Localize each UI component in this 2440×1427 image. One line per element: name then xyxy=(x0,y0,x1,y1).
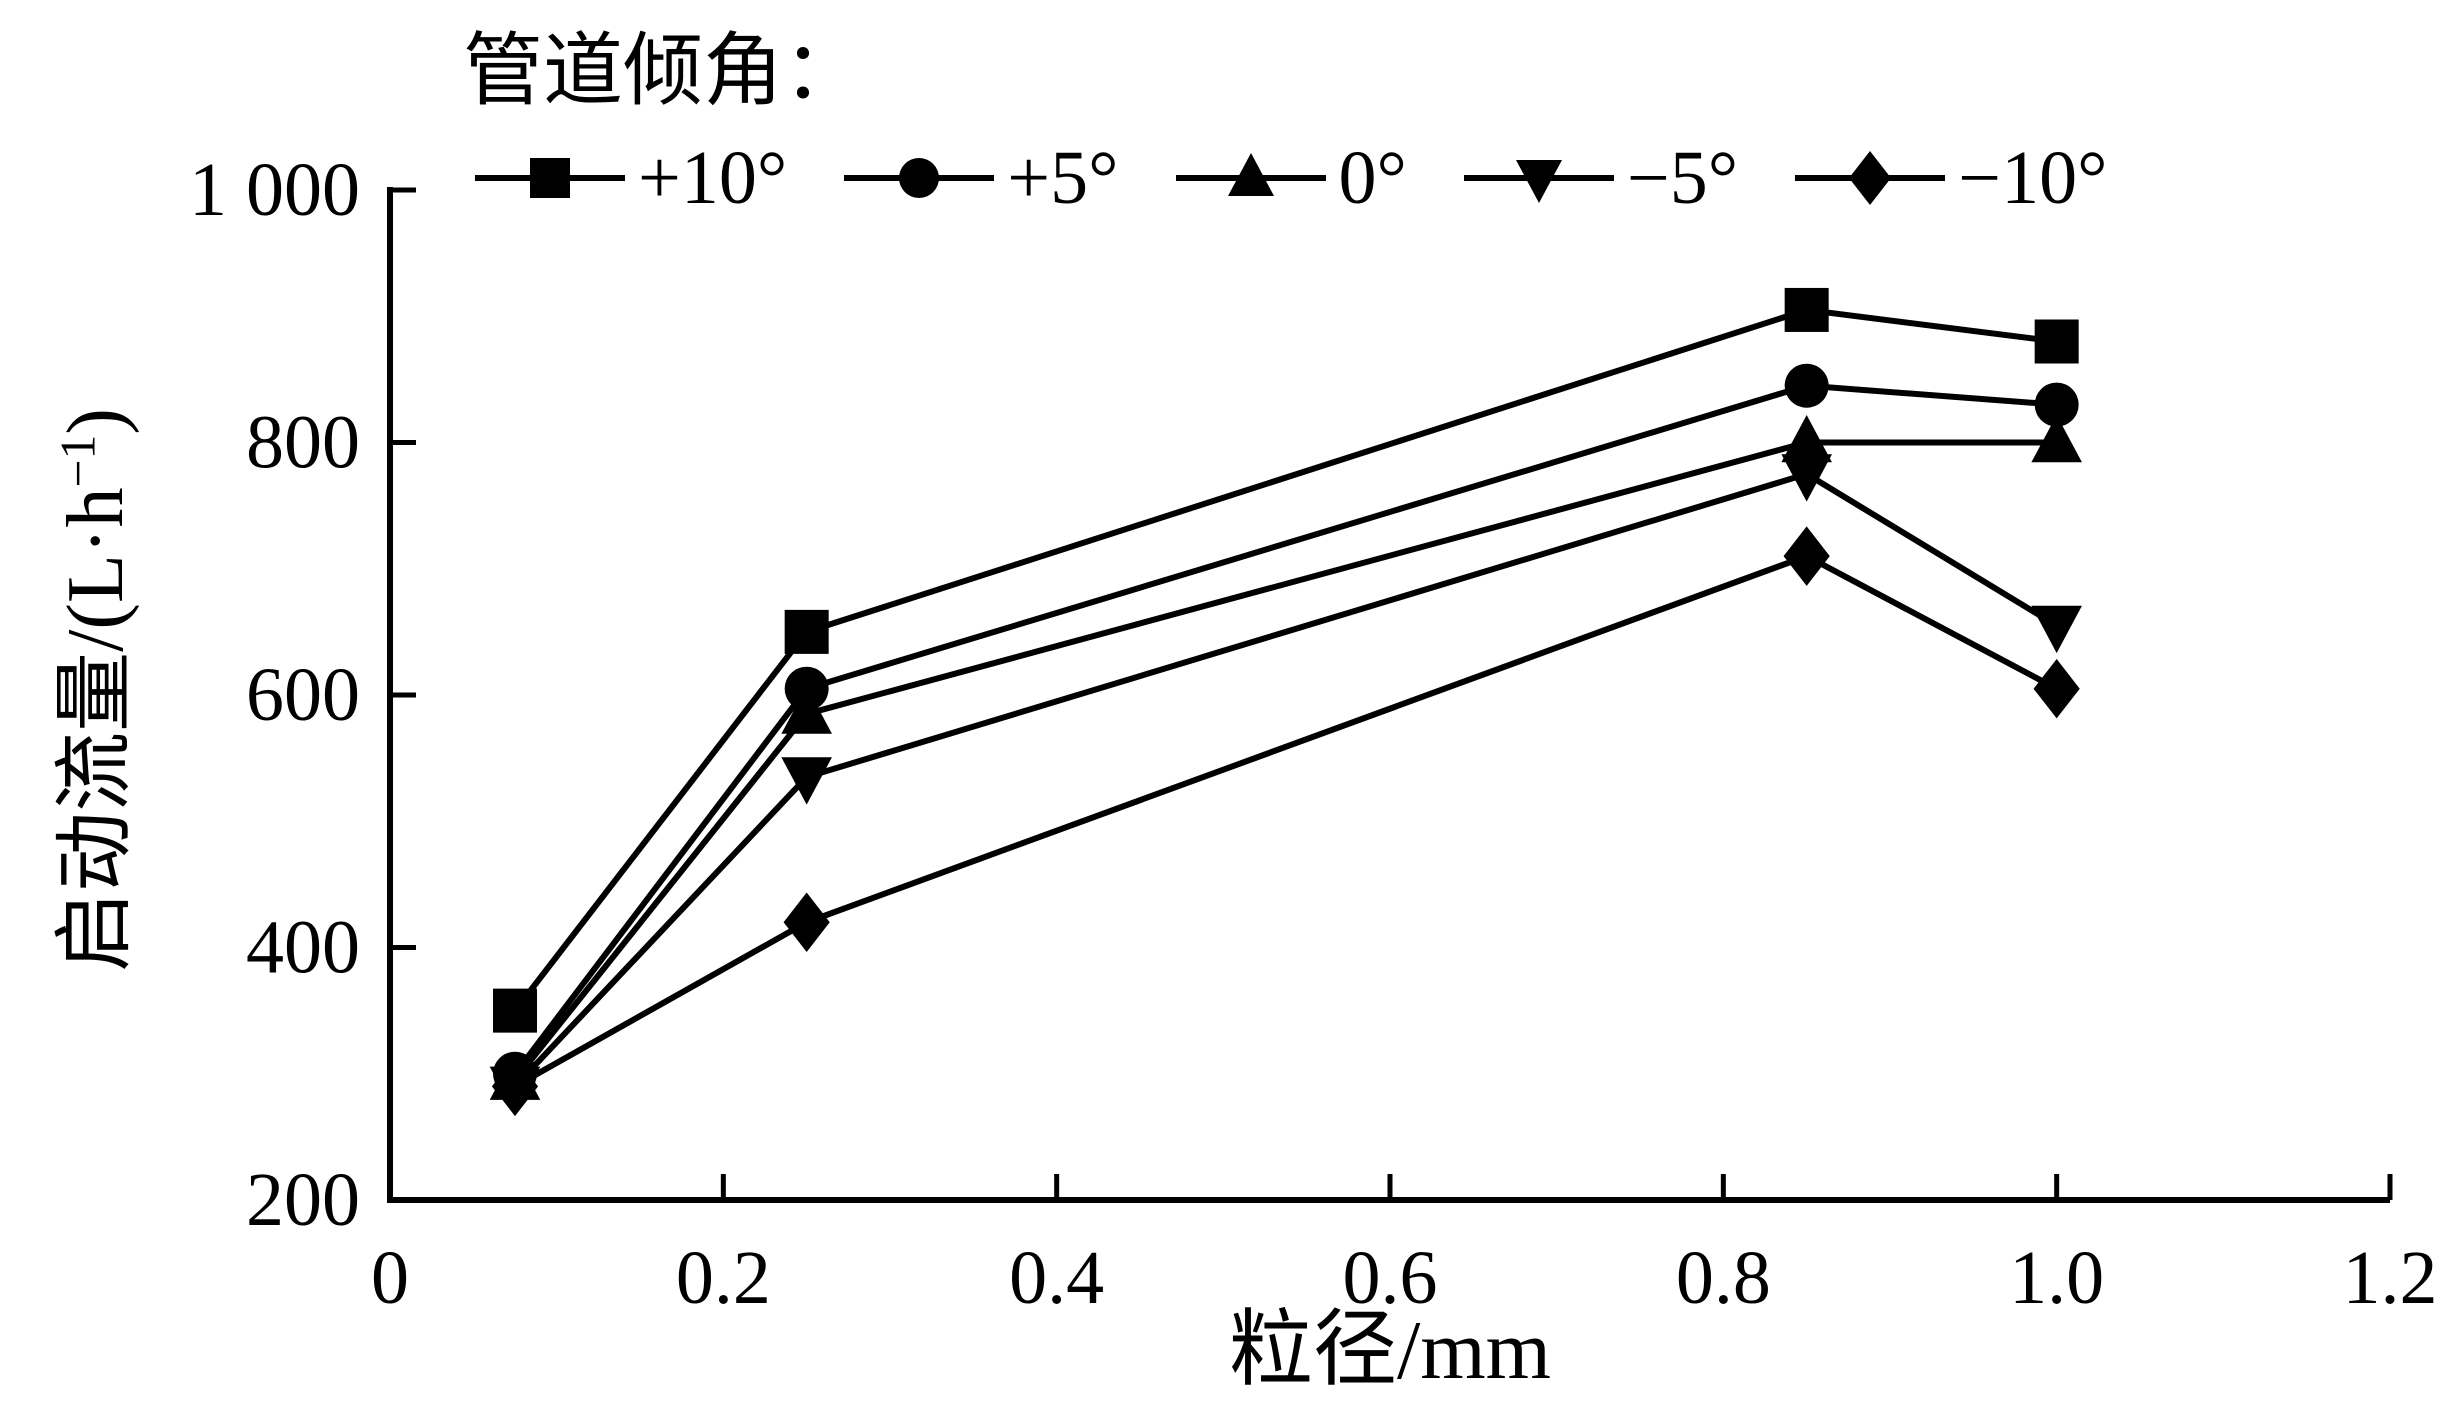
y-axis-label-close: ) xyxy=(52,408,140,435)
marker-diamond-icon xyxy=(783,892,830,952)
x-tick-label: 0.6 xyxy=(1343,1236,1438,1320)
x-tick-label: 1.2 xyxy=(2343,1236,2438,1320)
marker-triangle-down-icon xyxy=(781,757,832,805)
marker-square-icon xyxy=(530,158,570,198)
marker-square-icon xyxy=(493,988,537,1033)
y-tick-label: 400 xyxy=(246,906,360,990)
series-line-triangle-up xyxy=(512,439,2057,1082)
legend-item: −10° xyxy=(1790,136,2108,220)
legend-item: +5° xyxy=(839,136,1119,220)
marker-circle-icon xyxy=(2034,382,2079,427)
y-axis-label-superscript: −1 xyxy=(50,434,106,488)
legend-triangle-up-icon xyxy=(1175,153,1326,196)
marker-diamond-icon xyxy=(2033,658,2080,719)
marker-triangle-down-icon xyxy=(2031,605,2082,654)
legend-label: +10° xyxy=(638,136,788,220)
y-axis-label-base: 启动流量/(L·h xyxy=(52,487,140,972)
legend-label: +5° xyxy=(1007,136,1119,220)
marker-diamond-icon xyxy=(491,1056,539,1117)
y-axis-label: 启动流量/(L·h−1) xyxy=(30,408,146,972)
y-tick-label: 600 xyxy=(246,653,360,737)
series-line-triangle-down xyxy=(512,470,2059,1089)
marker-triangle-up-icon xyxy=(781,686,832,734)
marker-triangle-up-icon xyxy=(1227,153,1274,196)
legend-item: −5° xyxy=(1459,136,1739,220)
marker-circle-icon xyxy=(899,158,940,198)
legend-diamond-icon xyxy=(1795,151,1946,205)
x-axis-label: 粒径/mm xyxy=(1228,1304,1552,1397)
legend-label: 0° xyxy=(1338,136,1407,220)
marker-square-icon xyxy=(2034,319,2079,364)
marker-square-icon xyxy=(1784,287,1829,332)
series-line-circle xyxy=(512,382,2057,1076)
x-tick-label: 1.0 xyxy=(2009,1236,2104,1320)
marker-triangle-down-icon xyxy=(1781,454,1832,502)
series-line-diamond xyxy=(513,552,2059,1089)
legend-circle-icon xyxy=(844,158,995,198)
legend-title: 管道倾角： xyxy=(463,28,863,116)
y-tick-label: 200 xyxy=(246,1158,360,1242)
x-tick-label: 0 xyxy=(371,1236,409,1320)
marker-circle-icon xyxy=(1784,363,1829,408)
marker-triangle-up-icon xyxy=(2031,415,2082,463)
legend-square-icon xyxy=(475,158,625,198)
legend-label: −5° xyxy=(1626,136,1739,220)
marker-diamond-icon xyxy=(1783,526,1830,586)
x-tick-label: 0.2 xyxy=(676,1236,771,1320)
legend-label: −10° xyxy=(1958,136,2108,220)
marker-triangle-down-icon xyxy=(1515,160,1562,203)
legend: +10° +5° 0° −5° −10° xyxy=(470,136,2108,220)
legend-triangle-down-icon xyxy=(1463,160,1614,203)
series-line-square xyxy=(512,306,2058,1013)
legend-item: +10° xyxy=(470,136,788,220)
x-tick-label: 0.4 xyxy=(1009,1236,1104,1320)
y-tick-label: 1 000 xyxy=(189,148,360,232)
legend-item: 0° xyxy=(1171,136,1407,220)
marker-triangle-up-icon xyxy=(1781,415,1832,463)
y-tick-label: 800 xyxy=(246,401,360,485)
x-tick-label: 0.8 xyxy=(1676,1236,1771,1320)
marker-square-icon xyxy=(784,609,829,654)
marker-diamond-icon xyxy=(1849,151,1892,205)
